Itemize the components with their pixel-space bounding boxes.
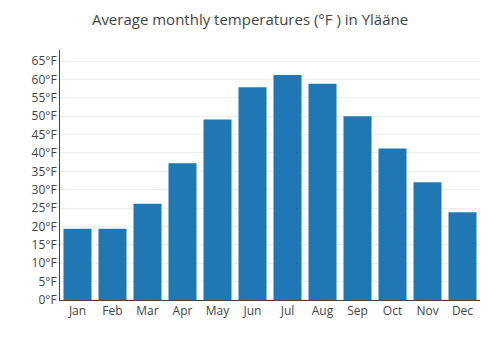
svg-text:15°F: 15°F [32,236,57,253]
svg-text:Mar: Mar [136,302,158,319]
svg-text:May: May [206,302,230,319]
svg-text:55°F: 55°F [32,89,57,106]
svg-text:Aug: Aug [312,302,334,319]
svg-text:30°F: 30°F [32,181,57,198]
svg-text:Feb: Feb [102,302,122,319]
svg-text:20°F: 20°F [32,218,57,235]
svg-text:35°F: 35°F [32,163,57,180]
svg-text:Dec: Dec [452,302,473,319]
svg-text:40°F: 40°F [32,144,57,161]
svg-text:25°F: 25°F [32,199,57,216]
svg-text:Jun: Jun [243,302,262,319]
svg-text:Jan: Jan [68,302,86,319]
svg-text:50°F: 50°F [32,107,57,124]
svg-text:Oct: Oct [383,302,402,319]
svg-text:10°F: 10°F [32,254,57,271]
svg-text:5°F: 5°F [38,273,56,290]
svg-text:65°F: 65°F [32,52,57,69]
svg-text:0°F: 0°F [38,291,56,308]
svg-text:45°F: 45°F [32,126,57,143]
svg-text:Sep: Sep [347,302,368,319]
svg-text:60°F: 60°F [32,71,57,88]
svg-text:Apr: Apr [173,302,193,319]
svg-text:Nov: Nov [416,302,438,319]
svg-text:Jul: Jul [280,302,295,319]
svg-text:Average monthly temperatures (: Average monthly temperatures (°F ) in Yl… [92,9,408,29]
